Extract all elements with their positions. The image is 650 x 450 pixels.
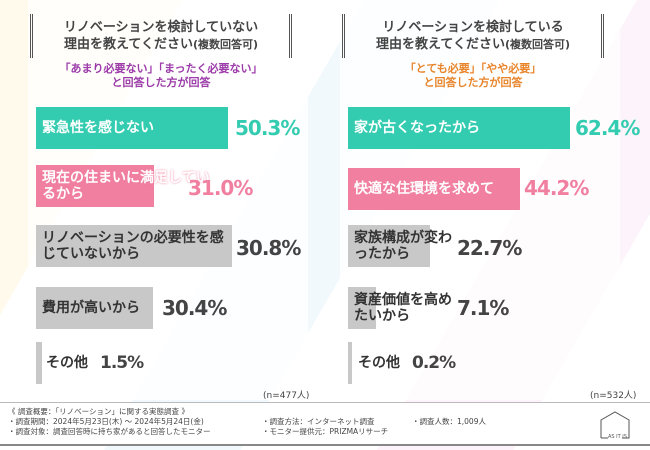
bar-label: 資産価値を高めたいから bbox=[354, 292, 452, 324]
bar-left-5: その他 bbox=[36, 342, 116, 384]
title-note: (複数回答可) bbox=[504, 38, 571, 51]
bar-right-5: その他 bbox=[348, 342, 428, 384]
bar-right-2: 快適な住環境を求めて bbox=[348, 168, 520, 210]
survey-overview: 《 調査概要：「リノベーション」に関する実態調査 》 bbox=[8, 407, 189, 416]
bar-left-2: 現在の住まいに満足しているから bbox=[36, 165, 221, 207]
sub-line: と回答した方が回答 bbox=[423, 76, 523, 89]
bar-label: リノベーションの必要性を感じていないから bbox=[42, 230, 224, 262]
title-line: リノベーションを検討している bbox=[382, 20, 564, 35]
survey-footer: 《 調査概要：「リノベーション」に関する実態調査 》 ・調査期間：2024年5月… bbox=[0, 402, 650, 446]
title-line: 理由を教えてください bbox=[375, 37, 505, 52]
bar-label: 費用が高いから bbox=[42, 300, 140, 316]
bar-value: 7.1% bbox=[457, 296, 509, 320]
bar-label: 快適な住環境を求めて bbox=[354, 181, 494, 197]
bar-left-3: リノベーションの必要性を感じていないから bbox=[36, 225, 232, 267]
bar-label: 家族構成が変わったから bbox=[354, 230, 452, 262]
bar-value: 1.5% bbox=[100, 353, 144, 373]
bar-value: 50.3% bbox=[235, 116, 300, 140]
sub-line: 「とても必要」「やや必要」 bbox=[404, 62, 542, 75]
sub-line: 「あまり必要ない」「まったく必要ない」 bbox=[59, 62, 263, 75]
survey-provider: ・モニター提供元：PRIZMAリサーチ bbox=[262, 427, 389, 436]
survey-target: ・調査対象：調査回答時に持ち家があると回答したモニター bbox=[8, 427, 211, 436]
logo-text: AS IT IS bbox=[608, 434, 627, 440]
brand-logo: AS IT IS bbox=[600, 410, 630, 440]
bar-label: 現在の住まいに満足しているから bbox=[42, 170, 210, 202]
bar-value: 44.2% bbox=[524, 176, 589, 200]
survey-count: ・調査人数：1,009人 bbox=[412, 417, 486, 426]
bar-left-4: 費用が高いから bbox=[36, 287, 153, 329]
left-title: リノベーションを検討していない 理由を教えてください(複数回答可) bbox=[30, 14, 292, 58]
bar-right-4: 資産価値を高めたいから bbox=[348, 287, 458, 329]
sub-line: と回答した方が回答 bbox=[111, 76, 211, 89]
bar-left-1: 緊急性を感じない bbox=[36, 107, 228, 149]
right-title: リノベーションを検討している理由を教えてください(複数回答可) bbox=[342, 14, 604, 58]
bar-value: 31.0% bbox=[188, 176, 253, 200]
bar-value: 30.8% bbox=[236, 236, 301, 260]
bar-right-1: 家が古くなったから bbox=[348, 107, 570, 149]
house-icon bbox=[600, 411, 630, 439]
survey-period: ・調査期間：2024年5月23日(木) ～ 2024年5月24日(金) bbox=[8, 417, 204, 426]
bar-label: その他 bbox=[46, 355, 88, 371]
title-note: (複数回答可) bbox=[192, 38, 259, 51]
title-line: リノベーションを検討していない bbox=[63, 20, 259, 35]
sample-size: (n=477人) bbox=[263, 391, 310, 401]
left-subtitle: 「あまり必要ない」「まったく必要ない」 と回答した方が回答 bbox=[30, 62, 292, 90]
bar-label: 緊急性を感じない bbox=[42, 120, 154, 136]
title-line: 理由を教えてください bbox=[63, 37, 193, 52]
bar-label: 家が古くなったから bbox=[354, 120, 480, 136]
bar-value: 22.7% bbox=[457, 236, 522, 260]
bar-value: 30.4% bbox=[162, 296, 227, 320]
right-subtitle: 「とても必要」「やや必要」 と回答した方が回答 bbox=[342, 62, 604, 90]
sample-size: (n=532人) bbox=[590, 391, 637, 401]
bar-label: その他 bbox=[358, 355, 400, 371]
bar-right-3: 家族構成が変わったから bbox=[348, 225, 458, 267]
bar-value: 62.4% bbox=[575, 116, 640, 140]
bar-value: 0.2% bbox=[412, 353, 456, 373]
survey-method: ・調査方法：インターネット調査 bbox=[262, 417, 375, 426]
